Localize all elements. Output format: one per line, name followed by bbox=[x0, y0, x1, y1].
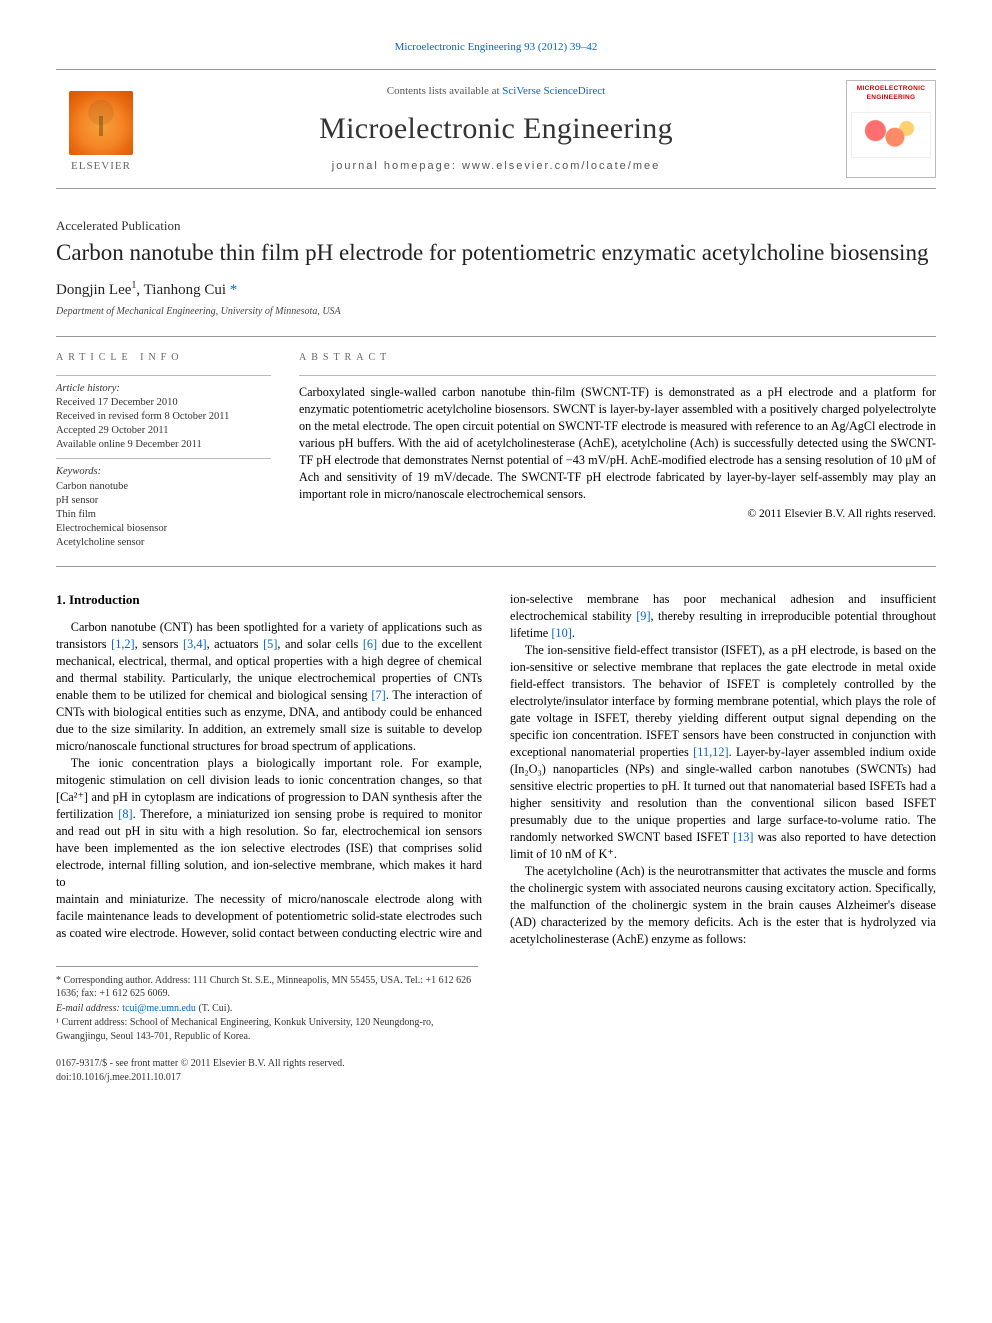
author-note-1: ¹ Current address: School of Mechanical … bbox=[56, 1016, 478, 1043]
article-title: Carbon nanotube thin film pH electrode f… bbox=[56, 239, 936, 268]
body-para: Carbon nanotube (CNT) has been spotlight… bbox=[56, 619, 482, 755]
cover-footer bbox=[851, 167, 931, 173]
corresponding-star-link[interactable]: * bbox=[230, 282, 238, 298]
email-tail: (T. Cui). bbox=[196, 1003, 232, 1014]
journal-cover-thumb: MICROELECTRONIC ENGINEERING bbox=[846, 80, 936, 178]
ref-link[interactable]: [7] bbox=[371, 688, 385, 702]
citation-line: Microelectronic Engineering 93 (2012) 39… bbox=[56, 40, 936, 55]
body-text: , and solar cells bbox=[277, 637, 362, 651]
contents-line: Contents lists available at SciVerse Sci… bbox=[158, 84, 834, 99]
ref-link[interactable]: [13] bbox=[733, 830, 754, 844]
body-text: The acetylcholine (Ach) is the neurotran… bbox=[510, 864, 936, 946]
history-revised: Received in revised form 8 October 2011 bbox=[56, 410, 271, 424]
ref-link[interactable]: [6] bbox=[363, 637, 377, 651]
history-accepted: Accepted 29 October 2011 bbox=[56, 424, 271, 438]
doi-line: doi:10.1016/j.mee.2011.10.017 bbox=[56, 1071, 936, 1085]
abstract-column: ABSTRACT Carboxylated single-walled carb… bbox=[299, 351, 936, 550]
keywords-label: Keywords: bbox=[56, 465, 271, 479]
publisher-name: ELSEVIER bbox=[71, 159, 131, 174]
authors-line: Dongjin Lee1, Tianhong Cui * bbox=[56, 279, 936, 300]
email-label: E-mail address: bbox=[56, 1003, 122, 1014]
sciencedirect-link[interactable]: SciVerse ScienceDirect bbox=[502, 85, 605, 97]
email-link[interactable]: tcui@me.umn.edu bbox=[122, 1003, 196, 1014]
body-para: The ion-sensitive field-effect transisto… bbox=[510, 642, 936, 863]
divider bbox=[56, 375, 271, 376]
history-online: Available online 9 December 2011 bbox=[56, 438, 271, 452]
ref-link[interactable]: [1,2] bbox=[111, 637, 135, 651]
body-text: . bbox=[572, 626, 575, 640]
article-info-head: ARTICLE INFO bbox=[56, 351, 271, 365]
article-info-column: ARTICLE INFO Article history: Received 1… bbox=[56, 351, 271, 550]
author-1: Dongjin Lee bbox=[56, 282, 131, 298]
cover-title: MICROELECTRONIC ENGINEERING bbox=[851, 85, 931, 103]
abstract-copyright: © 2011 Elsevier B.V. All rights reserved… bbox=[299, 507, 936, 523]
divider bbox=[56, 458, 271, 459]
body-text: The ion-sensitive field-effect transisto… bbox=[510, 643, 936, 759]
affiliation: Department of Mechanical Engineering, Un… bbox=[56, 305, 936, 319]
keyword: Carbon nanotube bbox=[56, 480, 271, 494]
publisher-logo-block: ELSEVIER bbox=[56, 80, 146, 178]
cover-art-icon bbox=[851, 112, 931, 158]
ref-link[interactable]: [9] bbox=[636, 609, 650, 623]
contents-prefix: Contents lists available at bbox=[387, 85, 502, 97]
masthead: ELSEVIER Contents lists available at Sci… bbox=[56, 69, 936, 189]
corresponding-footnote: * Corresponding author. Address: 111 Chu… bbox=[56, 974, 478, 1001]
ref-link[interactable]: [11,12] bbox=[693, 745, 728, 759]
homepage-url: www.elsevier.com/locate/mee bbox=[462, 160, 660, 172]
body-text: , sensors bbox=[135, 637, 183, 651]
elsevier-tree-icon bbox=[69, 91, 133, 155]
homepage-prefix: journal homepage: bbox=[332, 160, 462, 172]
journal-homepage-line: journal homepage: www.elsevier.com/locat… bbox=[158, 159, 834, 174]
history-label: Article history: bbox=[56, 382, 271, 396]
citation-link[interactable]: Microelectronic Engineering 93 (2012) 39… bbox=[395, 41, 598, 53]
issn-copyright: 0167-9317/$ - see front matter © 2011 El… bbox=[56, 1057, 936, 1071]
masthead-center: Contents lists available at SciVerse Sci… bbox=[146, 80, 846, 178]
article-body: 1. Introduction Carbon nanotube (CNT) ha… bbox=[56, 591, 936, 947]
email-footnote: E-mail address: tcui@me.umn.edu (T. Cui)… bbox=[56, 1002, 478, 1016]
author-sep: , bbox=[136, 282, 143, 298]
front-matter-line: 0167-9317/$ - see front matter © 2011 El… bbox=[56, 1057, 936, 1084]
ref-link[interactable]: [3,4] bbox=[183, 637, 207, 651]
journal-name: Microelectronic Engineering bbox=[158, 109, 834, 150]
keyword: Electrochemical biosensor bbox=[56, 522, 271, 536]
ref-link[interactable]: [5] bbox=[263, 637, 277, 651]
abstract-head: ABSTRACT bbox=[299, 351, 936, 365]
ref-link[interactable]: [10] bbox=[551, 626, 572, 640]
author-2: Tianhong Cui bbox=[144, 282, 226, 298]
footnotes: * Corresponding author. Address: 111 Chu… bbox=[56, 966, 478, 1044]
divider bbox=[299, 375, 936, 376]
keyword: Acetylcholine sensor bbox=[56, 536, 271, 550]
abstract-body: Carboxylated single-walled carbon nanotu… bbox=[299, 384, 936, 504]
body-text: , actuators bbox=[207, 637, 264, 651]
keyword: pH sensor bbox=[56, 494, 271, 508]
body-para: The ionic concentration plays a biologic… bbox=[56, 755, 482, 891]
history-received: Received 17 December 2010 bbox=[56, 396, 271, 410]
ref-link[interactable]: [8] bbox=[118, 807, 132, 821]
section-label: Accelerated Publication bbox=[56, 217, 936, 235]
info-abstract-row: ARTICLE INFO Article history: Received 1… bbox=[56, 336, 936, 567]
body-para: The acetylcholine (Ach) is the neurotran… bbox=[510, 863, 936, 948]
keyword: Thin film bbox=[56, 508, 271, 522]
section-heading-intro: 1. Introduction bbox=[56, 591, 482, 609]
